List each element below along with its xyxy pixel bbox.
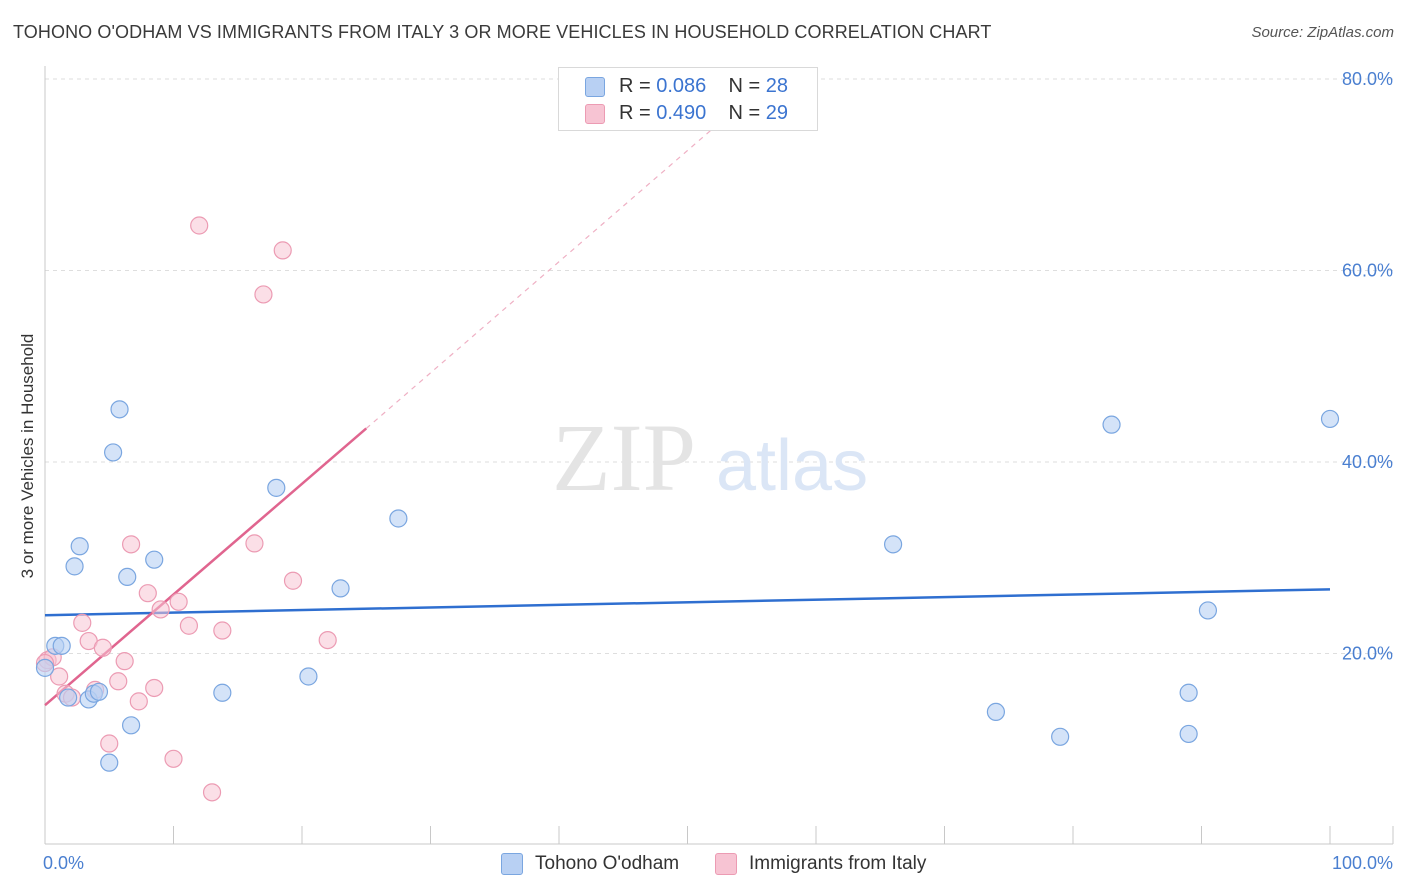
legend-n-label: N = [728,75,766,97]
data-points [35,216,1340,802]
point-tohono-oodham [986,702,1006,722]
legend-r-label: R = [619,102,657,124]
y-tick-label: 40.0% [1342,452,1393,472]
legend-n-value: 29 [765,102,789,124]
legend-r-label: R = [619,75,657,97]
watermark: ZIP atlas [552,404,868,511]
point-immigrants-from-italy [138,584,157,603]
point-immigrants-from-italy [254,285,273,304]
point-tohono-oodham [1320,409,1340,429]
point-immigrants-from-italy [100,734,119,753]
point-tohono-oodham [883,535,903,554]
point-immigrants-from-italy [213,621,232,640]
point-immigrants-from-italy [121,535,141,554]
point-immigrants-from-italy [50,667,69,686]
point-tohono-oodham [104,443,123,462]
point-immigrants-from-italy [129,692,148,711]
tick-labels: 20.0% 40.0% 60.0% 80.0% 0.0% 100.0% [43,69,1393,873]
point-immigrants-from-italy [164,749,183,768]
point-tohono-oodham [70,537,89,556]
point-tohono-oodham [145,550,164,569]
legend-swatch-blue [585,77,605,97]
point-immigrants-from-italy [115,652,134,671]
point-immigrants-from-italy [151,600,170,619]
point-tohono-oodham [331,579,350,598]
grid-lines [45,78,1393,654]
point-immigrants-from-italy [318,630,337,650]
source-label: Source: ZipAtlas.com [1251,24,1394,41]
point-tohono-oodham [299,667,318,686]
point-tohono-oodham [267,478,286,497]
point-tohono-oodham [121,716,141,735]
legend-n-label: N = [728,102,766,124]
point-tohono-oodham [1051,727,1070,746]
point-immigrants-from-italy [179,616,199,635]
point-tohono-oodham [1179,724,1198,744]
y-tick-label: 60.0% [1342,261,1393,281]
point-immigrants-from-italy [93,638,112,657]
point-tohono-oodham [1102,415,1121,434]
y-tick-label: 20.0% [1342,644,1393,664]
point-tohono-oodham [1179,683,1198,702]
point-tohono-oodham [52,636,71,655]
stats-legend: R = 0.086 N = 28 R = 0.490 N = 29 [558,67,818,131]
axes [44,66,1394,845]
y-tick-label: 80.0% [1342,69,1393,89]
watermark-zip: ZIP [552,404,696,511]
bottom-legend-label-italy: Immigrants from Italy [749,853,927,874]
point-tohono-oodham [59,688,78,707]
trend-line-immigrants-from-italy [44,427,368,707]
point-tohono-oodham [100,753,119,772]
bottom-legend-tohono: Tohono O'odham [501,852,679,876]
trend-lines [44,83,1331,707]
point-tohono-oodham [213,683,232,702]
legend-swatch-pink [585,104,605,124]
legend-r-value: 0.086 [656,75,707,97]
point-immigrants-from-italy [169,592,188,611]
point-immigrants-from-italy [109,672,128,691]
point-immigrants-from-italy [202,783,222,802]
bottom-legend-swatch-blue [501,853,523,875]
point-immigrants-from-italy [145,678,164,698]
point-tohono-oodham [35,658,55,677]
point-tohono-oodham [65,557,84,576]
trend-line-tohono-oodham [44,588,1331,617]
point-immigrants-from-italy [283,571,303,590]
trend-line-extension-immigrants-from-italy [365,83,765,429]
watermark-atlas: atlas [716,426,868,506]
chart-title: TOHONO O'ODHAM VS IMMIGRANTS FROM ITALY … [13,22,992,42]
point-tohono-oodham [1198,601,1218,620]
bottom-legend-italy: Immigrants from Italy [715,852,926,876]
x-tick-label: 0.0% [43,853,84,873]
point-immigrants-from-italy [73,613,92,632]
point-tohono-oodham [89,682,109,701]
point-tohono-oodham [118,567,137,587]
point-immigrants-from-italy [273,241,292,260]
legend-r-value: 0.490 [656,102,707,124]
legend-n-value: 28 [765,75,789,97]
x-tick-label: 100.0% [1332,853,1393,873]
point-tohono-oodham [110,400,129,419]
bottom-legend-label-tohono: Tohono O'odham [535,853,680,874]
point-immigrants-from-italy [245,534,264,553]
bottom-legend-swatch-pink [715,853,737,875]
point-tohono-oodham [389,509,408,528]
point-immigrants-from-italy [190,216,209,235]
